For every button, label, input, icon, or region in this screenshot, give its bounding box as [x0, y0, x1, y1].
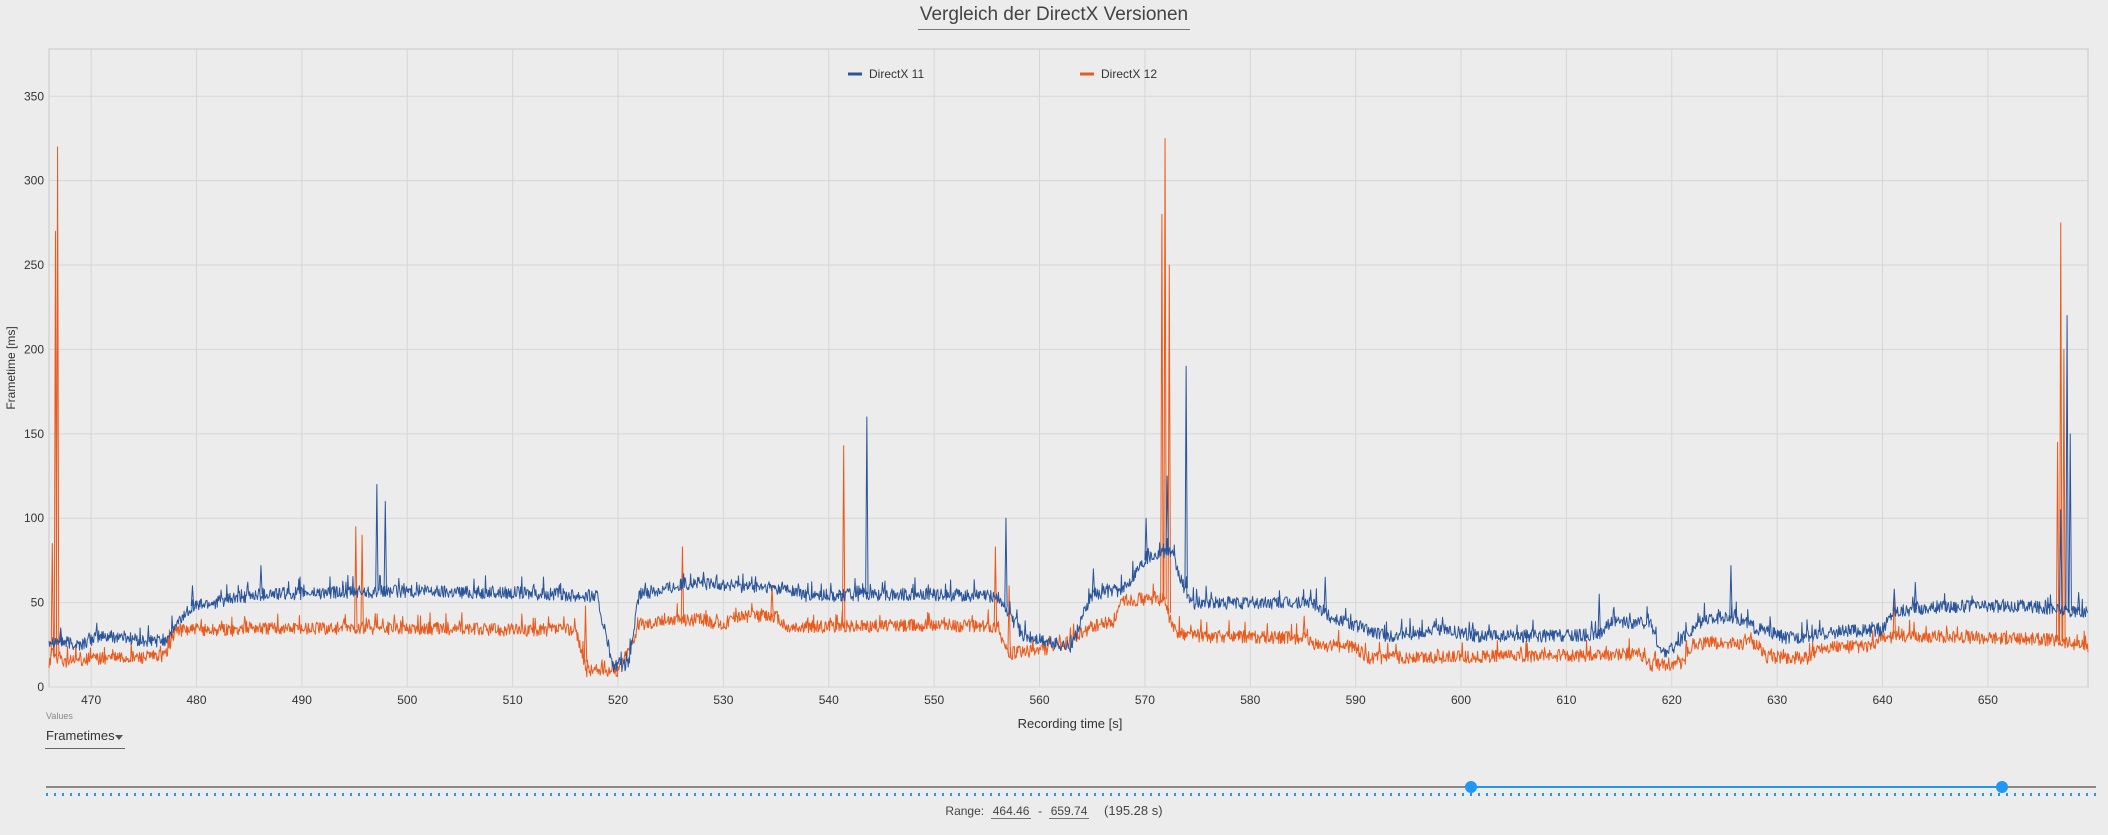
- x-tick-label: 610: [1556, 693, 1576, 707]
- range-separator: -: [1038, 804, 1043, 818]
- range-from-input[interactable]: 464.46: [990, 804, 1032, 819]
- legend-label: DirectX 11: [869, 67, 924, 81]
- y-tick-label: 100: [24, 511, 44, 525]
- y-tick-label: 300: [24, 174, 44, 188]
- x-tick-label: 520: [608, 693, 628, 707]
- x-tick-label: 480: [187, 693, 207, 707]
- legend-label: DirectX 12: [1101, 67, 1157, 81]
- x-tick-label: 600: [1451, 693, 1471, 707]
- series-layer: [48, 137, 2089, 678]
- slider-track: [46, 786, 2096, 788]
- x-tick-label: 580: [1240, 693, 1260, 707]
- series-line-directx-11: [48, 315, 2089, 673]
- range-slider[interactable]: [46, 776, 2096, 796]
- slider-selected-range: [1470, 786, 2002, 788]
- x-tick-label: 470: [81, 693, 101, 707]
- x-tick-label: 570: [1135, 693, 1155, 707]
- x-tick-label: 540: [819, 693, 839, 707]
- y-tick-label: 50: [31, 596, 45, 610]
- legend: DirectX 11 DirectX 12: [848, 67, 1157, 81]
- x-tick-label: 620: [1662, 693, 1682, 707]
- x-tick-label: 640: [1873, 693, 1893, 707]
- values-caption: Values: [46, 711, 73, 721]
- chevron-down-icon: [115, 735, 123, 740]
- x-tick-label: 590: [1346, 693, 1366, 707]
- y-tick-label: 200: [24, 342, 44, 356]
- slider-start-thumb[interactable]: [1464, 781, 1477, 793]
- range-readout: Range: 464.46 - 659.74 (195.28 s): [0, 803, 2108, 819]
- range-to-input[interactable]: 659.74: [1048, 804, 1090, 819]
- slider-end-thumb[interactable]: [1995, 781, 2008, 793]
- chart-title: Vergleich der DirectX Versionen: [0, 4, 2108, 30]
- x-tick-label: 490: [292, 693, 312, 707]
- x-tick-label: 510: [503, 693, 523, 707]
- x-tick-label: 650: [1978, 693, 1998, 707]
- y-tick-label: 250: [24, 258, 44, 272]
- slider-ticks: [46, 793, 2096, 796]
- plot-area: [48, 48, 2089, 688]
- axes: 470 480 490 500 510 520 530 540 550 560 570 580 590 6…: [24, 89, 1998, 707]
- y-tick-label: 0: [37, 680, 44, 694]
- x-tick-label: 550: [924, 693, 944, 707]
- x-tick-label: 630: [1767, 693, 1787, 707]
- y-axis-label: Frametime [ms]: [4, 326, 18, 409]
- range-label: Range:: [945, 804, 985, 818]
- values-dropdown[interactable]: Frametimes: [45, 727, 125, 749]
- range-duration: (195.28 s): [1104, 803, 1163, 818]
- x-tick-label: 560: [1030, 693, 1050, 707]
- x-axis-label: Recording time [s]: [1018, 716, 1123, 731]
- values-selected: Frametimes: [46, 728, 115, 743]
- grid: [49, 49, 2088, 688]
- x-tick-label: 500: [397, 693, 417, 707]
- series-line-directx-12: [48, 137, 2089, 678]
- y-tick-label: 150: [24, 427, 44, 441]
- x-tick-label: 530: [713, 693, 733, 707]
- y-tick-label: 350: [24, 89, 44, 103]
